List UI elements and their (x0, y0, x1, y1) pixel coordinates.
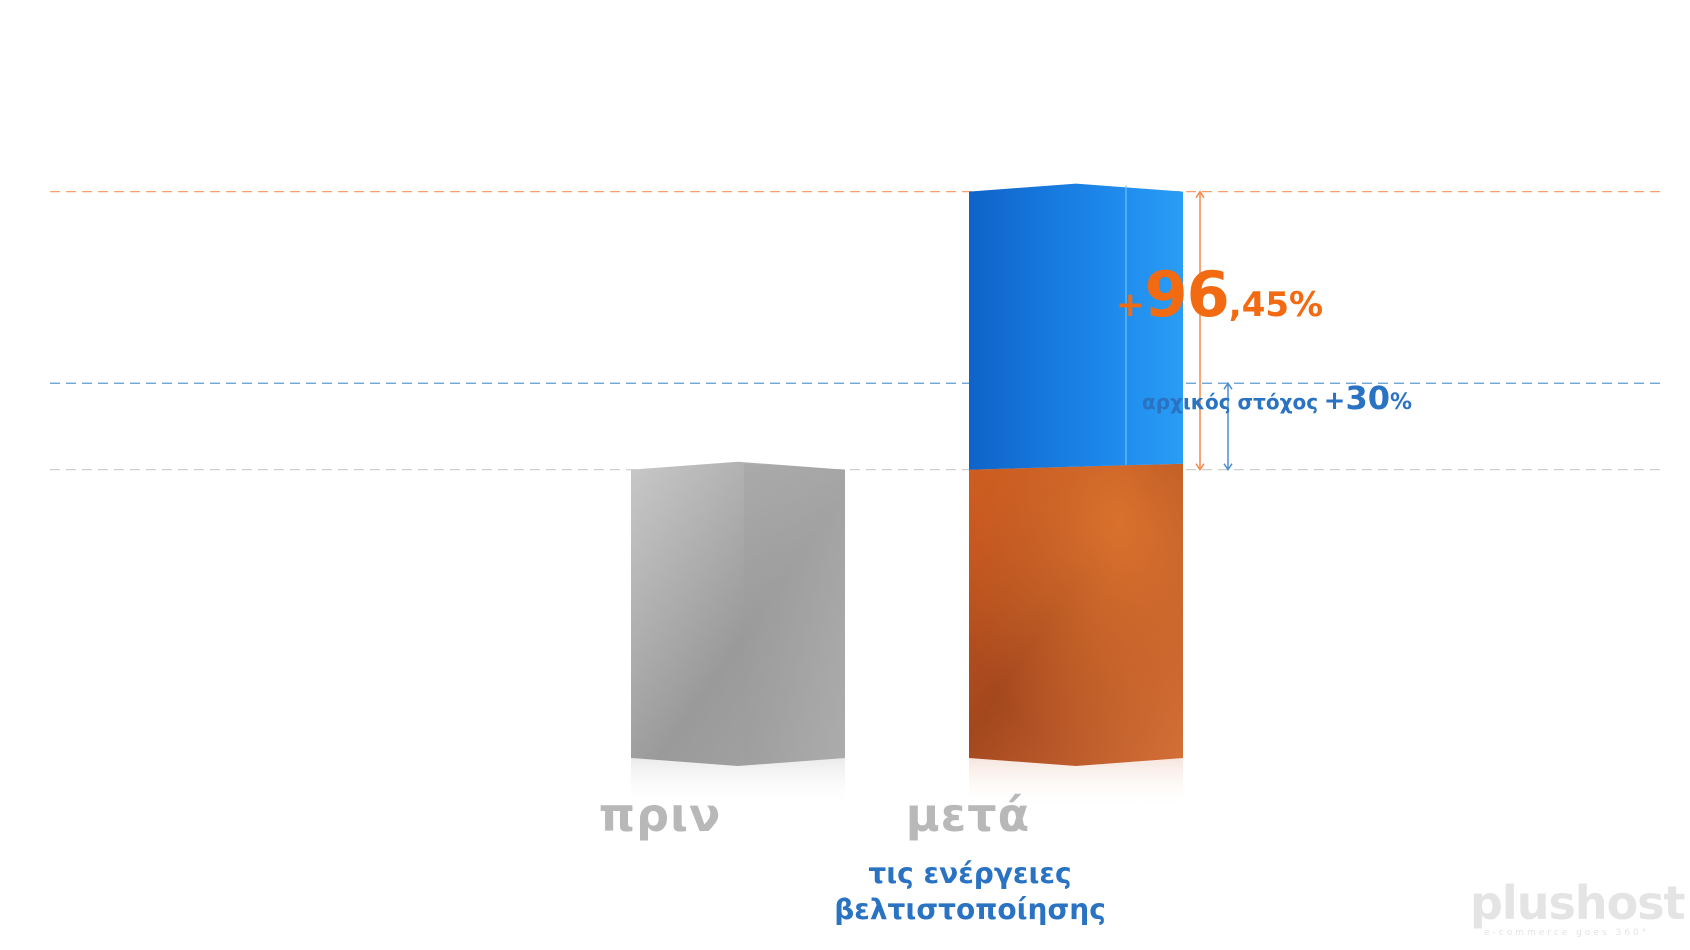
increase-arrow-head-bottom (1195, 463, 1205, 472)
target-text: αρχικός στόχος (1142, 390, 1319, 414)
bar-before-side (744, 463, 845, 764)
target-percent: % (1390, 390, 1413, 415)
after-subtitle-line-2: βελτιστοποίησης (834, 893, 1106, 926)
increase-decimal: ,45% (1228, 285, 1324, 325)
reference-lines (50, 191, 1660, 471)
target-sign: + (1323, 386, 1346, 416)
brand-tagline: e-commerce goes 360° (1484, 928, 1650, 938)
increase-label: +96,45% (1116, 258, 1323, 331)
target-label: αρχικός στόχος +30% (1142, 379, 1412, 417)
target-arrow-head-top (1223, 381, 1233, 390)
bars (631, 183, 1183, 808)
bar-after-base-glow (969, 463, 1183, 766)
bar-after-increase-segment (969, 183, 1183, 470)
increase-sign: + (1116, 285, 1145, 325)
category-label-before: πριν (598, 788, 722, 842)
after-subtitle: τις ενέργειες βελτιστοποίησης (790, 856, 1150, 928)
arrows (1195, 190, 1233, 472)
brand-logo: plushost (1470, 876, 1686, 930)
bar-after-reflection (969, 758, 1183, 808)
bar-before-reflection (631, 758, 845, 808)
increase-arrow-head-top (1195, 190, 1205, 199)
after-subtitle-line-1: τις ενέργειες (868, 857, 1072, 890)
target-arrow-head-bottom (1223, 463, 1233, 472)
target-number: 30 (1345, 379, 1390, 417)
increase-arrow-dot (1197, 277, 1203, 284)
category-label-after: μετά (905, 788, 1031, 842)
gridlines (60, 164, 1640, 759)
increase-whole: 96 (1144, 258, 1230, 331)
